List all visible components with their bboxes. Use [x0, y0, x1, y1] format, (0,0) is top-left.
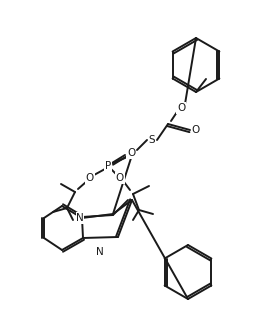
Text: S: S	[149, 135, 155, 145]
Text: O: O	[177, 103, 185, 113]
Text: O: O	[86, 173, 94, 183]
Text: O: O	[116, 173, 124, 183]
Text: O: O	[127, 148, 135, 158]
Text: N: N	[96, 247, 104, 257]
Text: P: P	[105, 161, 111, 171]
Text: N: N	[76, 213, 84, 223]
Text: O: O	[192, 125, 200, 135]
